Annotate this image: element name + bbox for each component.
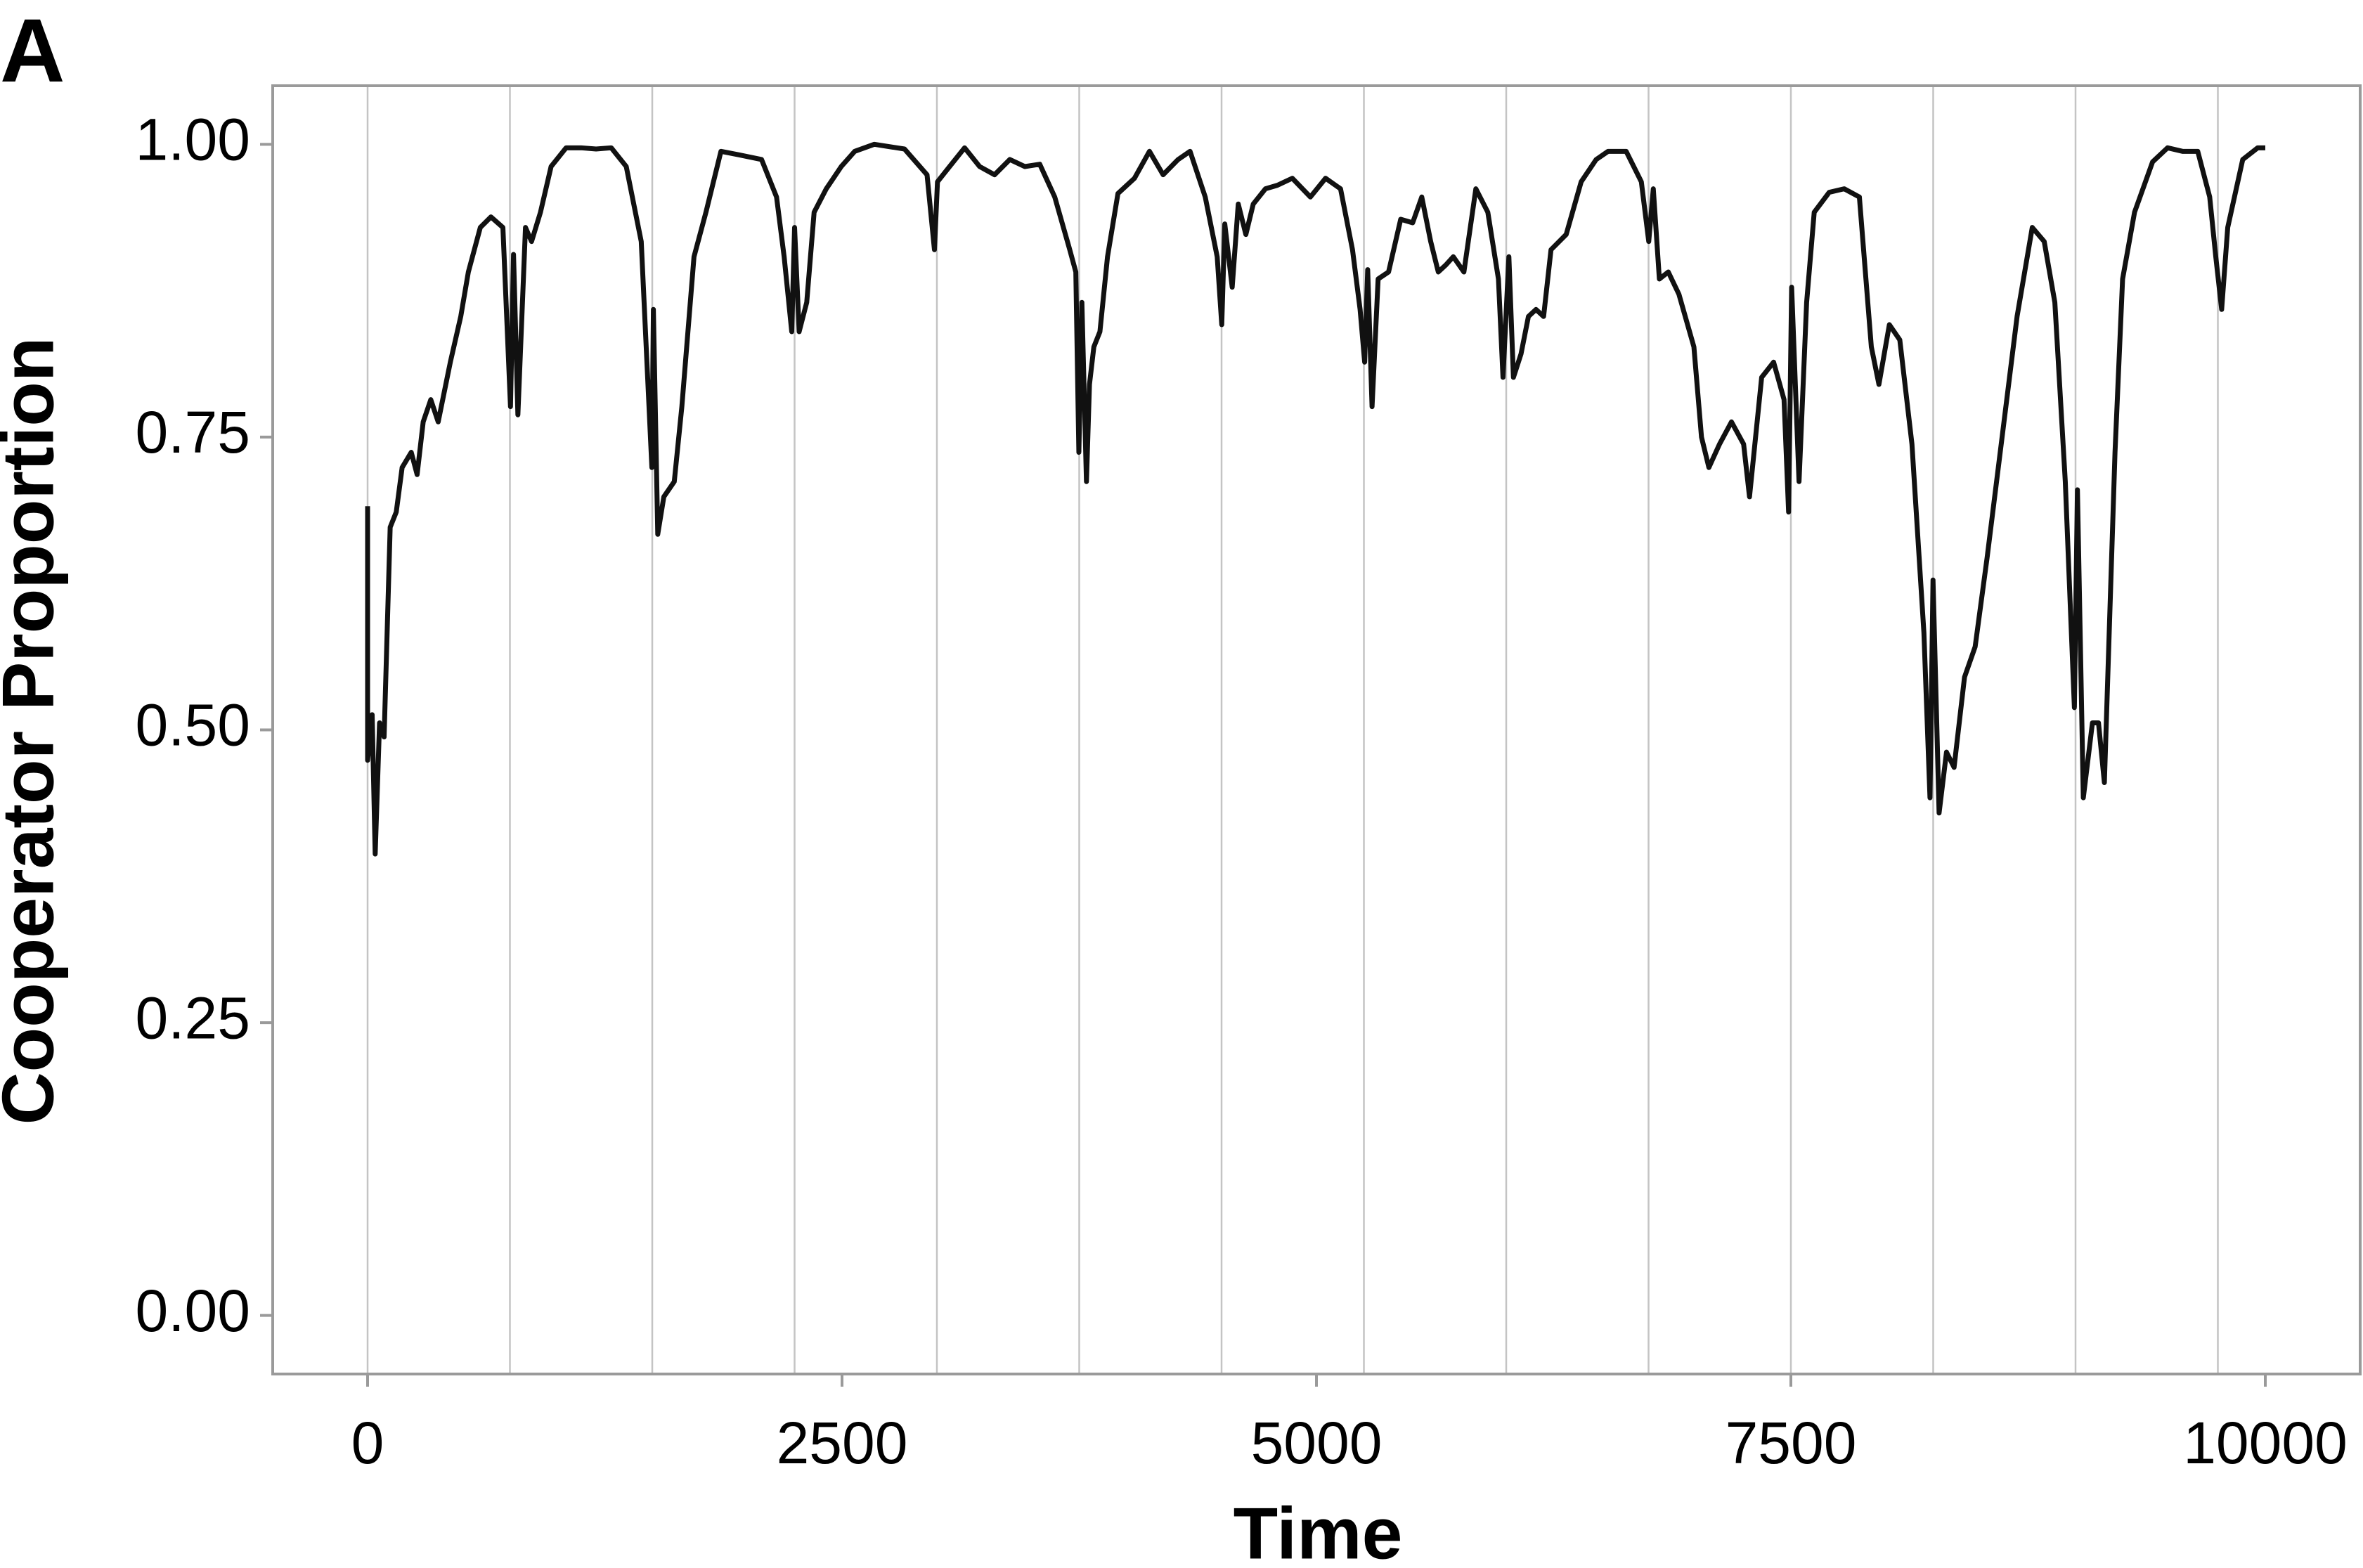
- y-axis-title: Cooperator Proportion: [0, 337, 69, 1125]
- y-tick-label: 1.00: [136, 107, 251, 173]
- y-tick-label: 0.75: [136, 399, 251, 465]
- y-tick-label: 0.00: [136, 1278, 251, 1344]
- x-tick-label: 7500: [1726, 1410, 1857, 1476]
- x-tick-label: 0: [351, 1410, 384, 1476]
- data-line: [365, 141, 2265, 857]
- x-tick-label: 2500: [777, 1410, 908, 1476]
- panel-label: A: [0, 1, 65, 101]
- x-axis-title: Time: [1234, 1493, 1403, 1568]
- y-tick-label: 0.50: [136, 692, 251, 758]
- x-tick-label: 5000: [1251, 1410, 1383, 1476]
- plot-border: [271, 84, 2362, 1375]
- y-tick-label: 0.25: [136, 985, 251, 1051]
- x-tick-label: 10000: [2183, 1410, 2348, 1476]
